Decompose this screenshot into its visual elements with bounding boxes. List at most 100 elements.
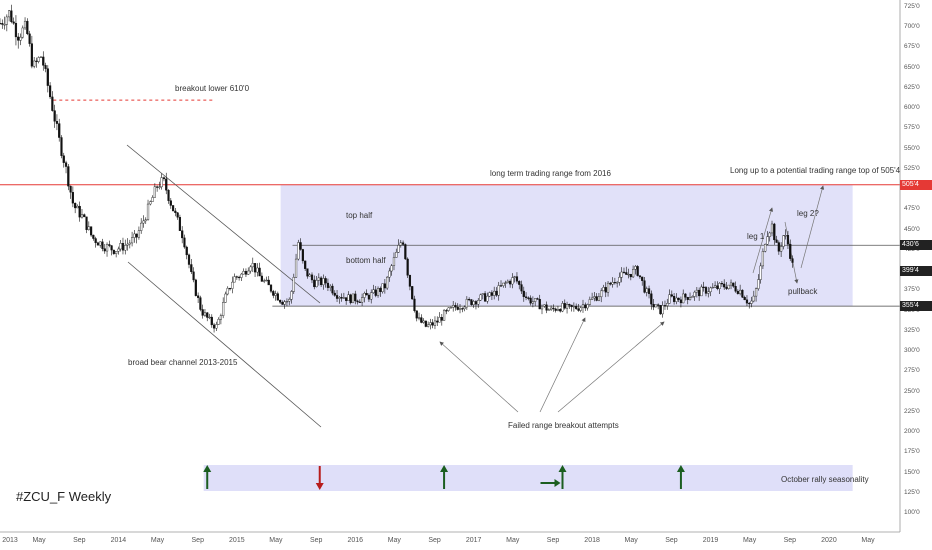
candle-338: [768, 231, 771, 242]
y-tick-label: 675'0: [904, 43, 920, 51]
candle-body: [269, 284, 273, 292]
candle-body: [661, 305, 664, 315]
candle-body: [572, 306, 575, 308]
candle-30: [67, 164, 70, 191]
candle-222: [504, 280, 507, 288]
candle-154: [349, 293, 352, 305]
candle-142: [322, 274, 325, 290]
candle-body: [442, 310, 446, 321]
candle-body: [228, 287, 232, 290]
candle-body: [315, 280, 318, 288]
long-up-label: Long up to a potential trading range top…: [730, 166, 901, 175]
candle-29: [64, 160, 68, 174]
candle-body: [734, 286, 737, 292]
candle-body: [386, 276, 389, 289]
candle-body: [581, 304, 585, 308]
candle-167: [379, 286, 382, 297]
candle-body: [240, 273, 243, 278]
candle-body: [568, 304, 571, 306]
candle-177: [401, 240, 405, 247]
candle-body: [591, 297, 594, 300]
candle-179: [406, 257, 409, 279]
candle-body: [672, 296, 676, 302]
y-tick-label: 275'0: [904, 367, 920, 375]
candle-body: [445, 310, 448, 312]
candle-198: [449, 306, 453, 309]
candle-body: [80, 214, 84, 218]
candle-body: [723, 283, 726, 288]
candle-189: [429, 318, 432, 330]
candle-body: [486, 295, 489, 302]
candle-body: [185, 246, 188, 256]
candle-143: [324, 276, 327, 288]
candle-body: [356, 300, 359, 303]
candle-body: [197, 295, 200, 298]
candle-body: [42, 56, 45, 66]
candle-body: [370, 292, 373, 300]
bottom-half-label: bottom half: [346, 256, 386, 265]
candle-body: [74, 202, 77, 209]
candle-body: [358, 301, 361, 303]
candle-body: [17, 36, 20, 41]
candle-body: [71, 192, 74, 204]
candle-201: [456, 303, 459, 311]
candle-body: [85, 216, 88, 230]
candle-282: [641, 276, 644, 286]
candle-body: [345, 297, 348, 301]
x-tick-label: 2016: [347, 537, 364, 544]
candle-251: [570, 304, 573, 312]
candle-body: [395, 252, 398, 258]
candle-46: [103, 244, 106, 254]
candle-body: [458, 308, 462, 310]
candle-112: [253, 263, 257, 278]
x-tick-label: Sep: [428, 537, 441, 544]
candle-194: [440, 313, 443, 326]
candle-146: [331, 283, 334, 296]
candle-body: [766, 236, 769, 245]
candle-295: [670, 290, 673, 298]
candle-216: [490, 290, 494, 300]
candle-body: [206, 312, 209, 318]
candle-288: [654, 304, 657, 308]
candle-body: [390, 265, 393, 272]
candle-body: [645, 288, 648, 293]
candle-body: [622, 271, 626, 274]
candle-body: [757, 279, 760, 289]
candle-319: [725, 282, 728, 290]
candle-body: [226, 287, 229, 295]
candle-body: [399, 242, 402, 246]
candle-158: [358, 299, 361, 303]
x-tick-label: May: [32, 537, 46, 544]
candle-191: [433, 316, 437, 330]
candle-body: [299, 242, 302, 250]
candle-76: [171, 205, 175, 212]
candle-100: [226, 286, 229, 296]
candle-body: [23, 20, 27, 29]
candle-5: [10, 4, 13, 24]
x-tick-label: May: [861, 537, 875, 544]
candle-body: [729, 282, 733, 286]
candle-body: [401, 242, 405, 245]
candle-91: [206, 312, 209, 322]
pullback-label: pullback: [788, 287, 818, 296]
candle-body: [782, 235, 785, 247]
seasonality-strip-layer: [203, 465, 853, 491]
long-term-range-label: long term trading range from 2016: [490, 169, 611, 178]
candle-196: [445, 308, 448, 315]
y-tick-label: 325'0: [904, 326, 920, 334]
candle-body: [654, 304, 657, 308]
candle-body: [292, 277, 295, 292]
candle-180: [408, 274, 412, 291]
candle-192: [436, 316, 439, 327]
candle-345: [784, 229, 787, 240]
candle-0: [0, 18, 2, 25]
candle-body: [597, 296, 601, 301]
candle-body: [199, 297, 202, 310]
y-tick-label: 450'0: [904, 225, 920, 233]
candle-252: [572, 302, 575, 312]
candle-body: [634, 266, 637, 270]
candle-body: [602, 287, 605, 292]
candle-255: [579, 306, 582, 313]
candle-body: [181, 230, 184, 239]
